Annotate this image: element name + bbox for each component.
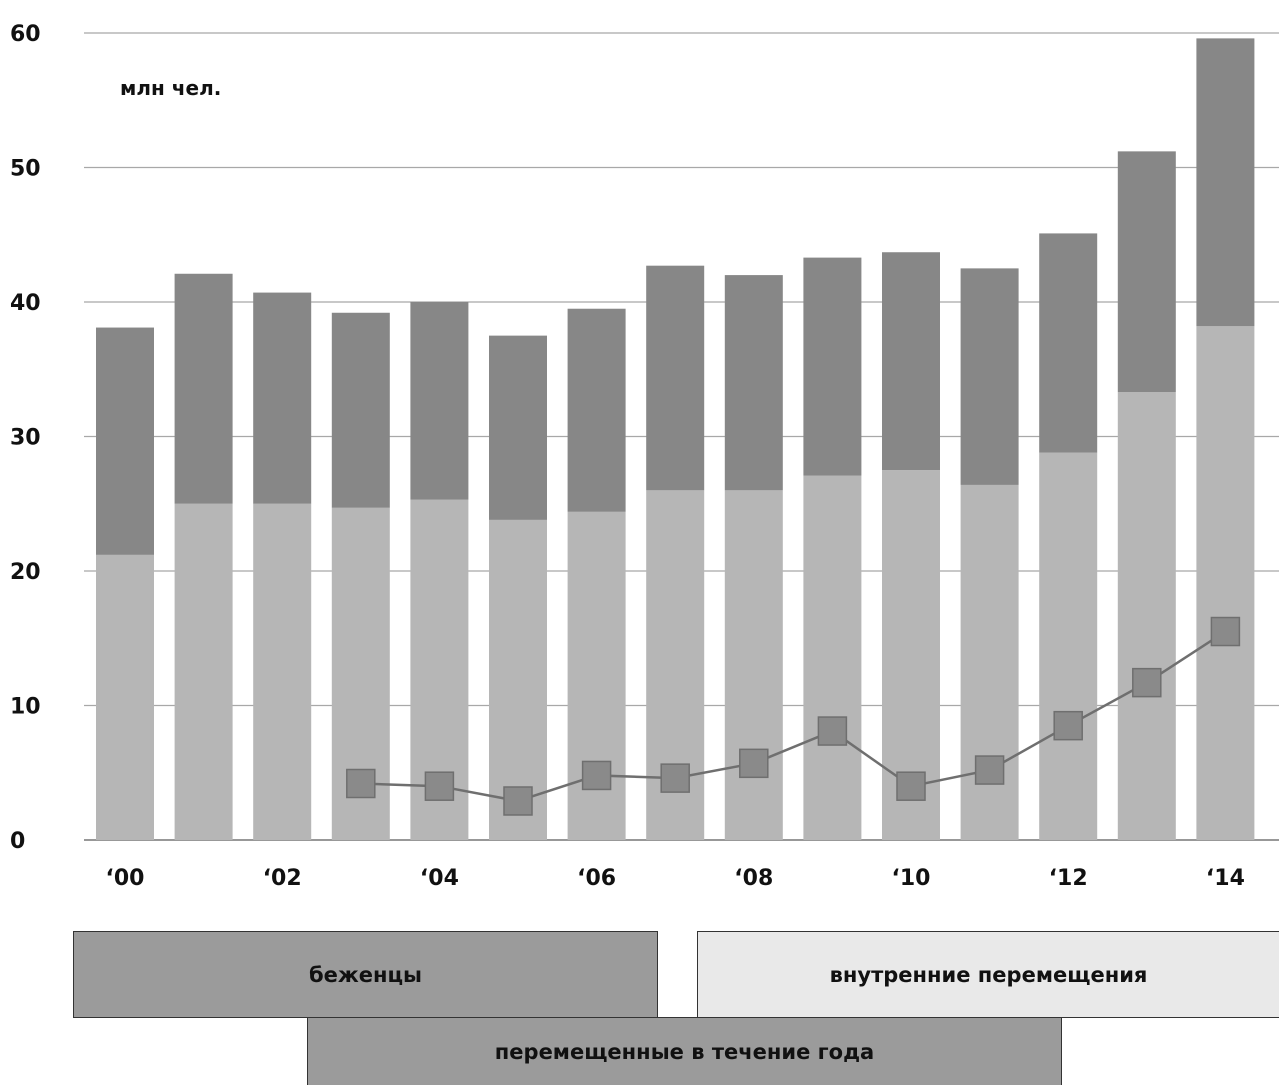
displaced-marker <box>896 771 926 801</box>
x-tick-label: ‘06 <box>577 866 616 891</box>
legend-internal-label: внутренние перемещения <box>829 962 1148 987</box>
bar-internal-displacement <box>567 511 626 840</box>
legend-refugees: беженцы <box>73 931 658 1018</box>
y-tick-label: 40 <box>10 291 41 316</box>
legend-displaced-during-year: перемещенные в течение года <box>307 1017 1062 1085</box>
displaced-marker <box>1132 667 1162 698</box>
bar-refugees <box>96 327 154 555</box>
bar-refugees <box>331 312 390 508</box>
bar-internal-displacement <box>174 503 233 840</box>
bar-internal-displacement <box>1039 452 1098 840</box>
bar-internal-displacement <box>803 475 862 840</box>
x-tick-label: ‘10 <box>892 866 931 891</box>
bar-refugees <box>724 275 783 491</box>
displaced-marker <box>346 768 376 799</box>
y-tick-label: 60 <box>10 22 41 47</box>
legend-internal-displacement: внутренние перемещения <box>697 931 1279 1018</box>
displaced-marker <box>1053 710 1083 741</box>
y-tick-label: 50 <box>10 157 41 182</box>
x-tick-label: ‘00 <box>106 866 145 891</box>
y-tick-label: 0 <box>10 829 25 854</box>
bar-refugees <box>489 335 547 520</box>
x-tick-label: ‘02 <box>263 866 302 891</box>
bar-refugees <box>253 292 312 504</box>
displaced-marker <box>817 716 848 746</box>
bar-refugees <box>174 273 233 504</box>
y-tick-label: 10 <box>10 695 41 720</box>
x-tick-label: ‘14 <box>1206 866 1245 891</box>
bar-refugees <box>1117 151 1176 393</box>
legend-refugees-label: беженцы <box>308 962 423 987</box>
bar-refugees <box>567 308 626 512</box>
y-tick-label: 30 <box>10 426 41 451</box>
legend-displaced-label: перемещенные в течение года <box>494 1039 875 1064</box>
displaced-marker <box>424 771 455 801</box>
displaced-marker <box>581 760 612 791</box>
x-tick-label: ‘04 <box>420 866 459 891</box>
bar-refugees <box>410 302 469 500</box>
bar-internal-displacement <box>1196 326 1255 841</box>
bar-internal-displacement <box>1117 392 1176 840</box>
bar-refugees <box>960 268 1019 485</box>
bar-refugees <box>1039 233 1098 453</box>
y-unit-label: млн чел. <box>120 76 221 100</box>
displaced-marker <box>503 786 533 816</box>
bar-refugees <box>646 265 705 491</box>
y-tick-label: 20 <box>10 560 41 585</box>
bar-refugees <box>1196 38 1255 327</box>
bar-internal-displacement <box>96 554 154 840</box>
bar-refugees <box>882 252 940 471</box>
displaced-line <box>346 616 1241 816</box>
displaced-marker <box>1210 616 1241 647</box>
displaced-marker <box>660 763 690 793</box>
displaced-marker <box>974 755 1005 785</box>
bar-refugees <box>803 257 862 476</box>
bar-internal-displacement <box>724 490 783 840</box>
x-tick-label: ‘08 <box>734 866 773 891</box>
x-axis: ‘00 ‘02 ‘04 ‘06 ‘08 ‘10 ‘12 ‘14 <box>106 866 1245 891</box>
chart: 0 10 20 30 40 50 60 ‘00 ‘02 ‘04 ‘06 ‘08 ‘10 ‘12 ‘14 м… <box>10 22 1279 891</box>
x-tick-label: ‘12 <box>1049 866 1088 891</box>
displaced-marker <box>739 748 769 779</box>
y-axis: 0 10 20 30 40 50 60 <box>10 22 41 854</box>
bar-internal-displacement <box>960 484 1019 840</box>
bar-internal-displacement <box>253 503 312 840</box>
